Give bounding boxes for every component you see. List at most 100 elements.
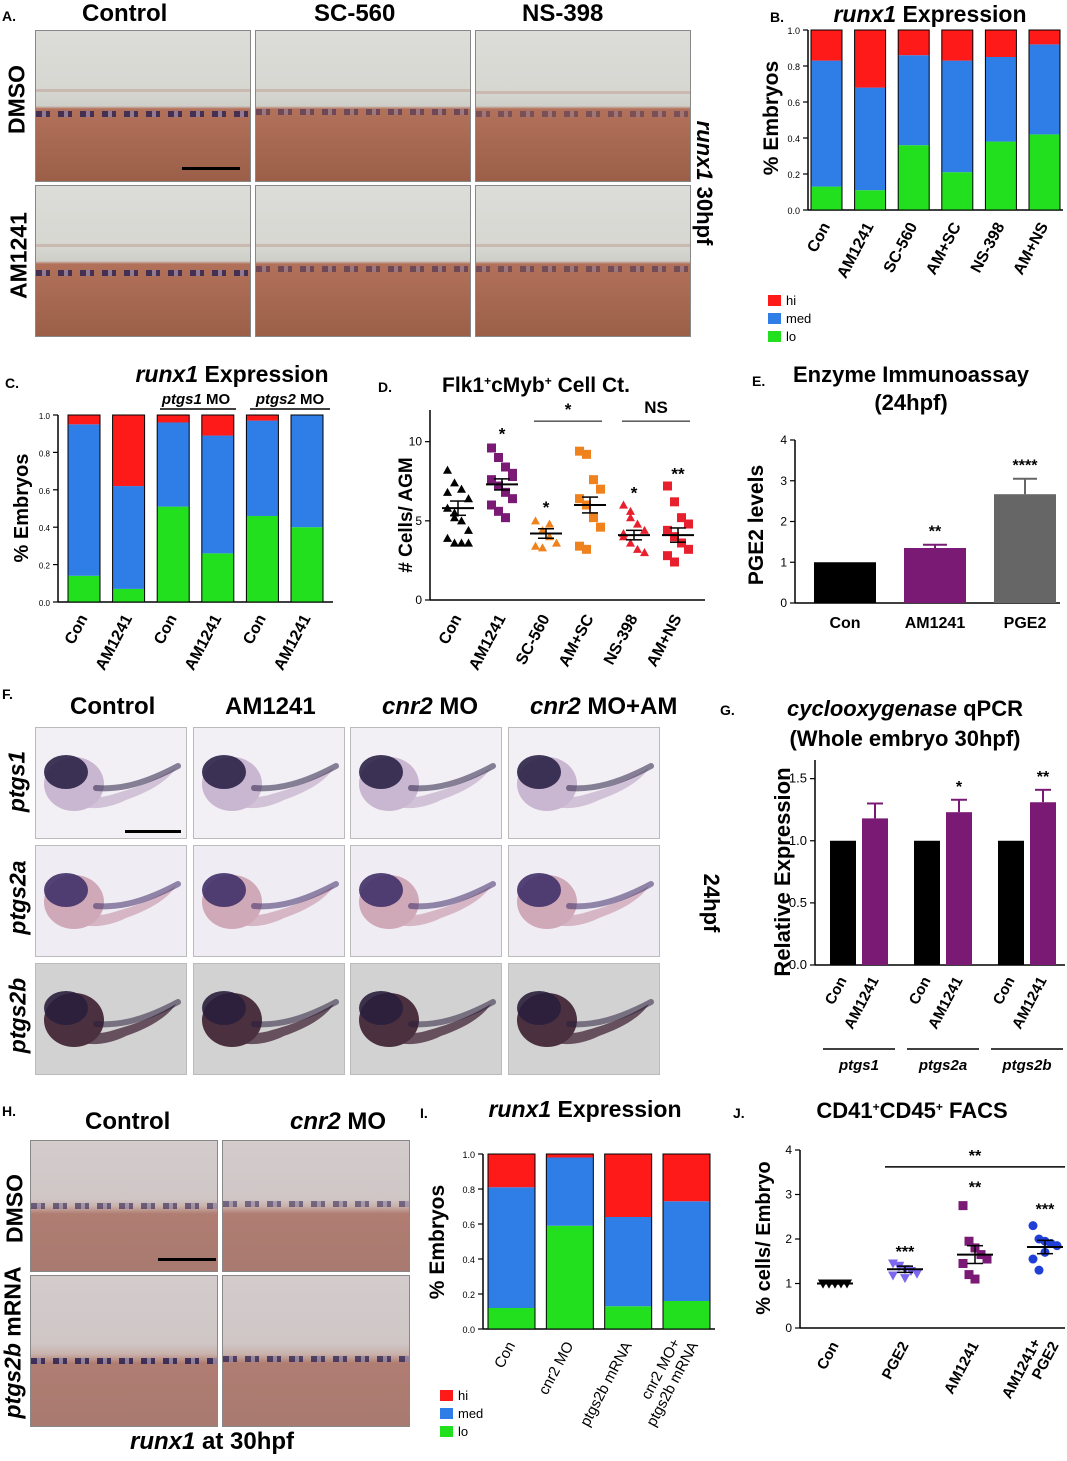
annotation-g: ** [1037, 769, 1050, 786]
chart-title-j-part: CD41 [816, 1098, 872, 1123]
data-point-d [677, 538, 686, 548]
panel-a-col-ns398: NS-398 [522, 0, 604, 27]
annotation-d: ** [671, 465, 685, 484]
panel-label-h: H. [2, 1103, 16, 1119]
data-point-d [626, 513, 635, 522]
y-tick-label-b: 0.2 [787, 170, 800, 180]
y-tick-label-e: 1 [780, 555, 787, 569]
x-tick-label-i: ptgs2b mRNA [577, 1339, 636, 1429]
bar-b-hi [941, 30, 973, 61]
data-point-j [958, 1258, 968, 1268]
data-point-d [538, 525, 547, 534]
x-tick-label-g: AM1241 [1009, 974, 1051, 1032]
data-point-j [824, 1279, 834, 1289]
data-point-d [633, 544, 642, 553]
bar-c-med [246, 420, 279, 516]
chart-title-g-italic: cyclooxygenase [787, 696, 957, 721]
data-point-d [443, 465, 452, 474]
bar-outline-c [67, 414, 101, 603]
x-tick-label-j: Con [814, 1339, 843, 1373]
data-point-d [589, 475, 598, 485]
x-tick-label-b: NS-398 [968, 220, 1009, 276]
chart-title-e-line2: (24hpf) [874, 390, 947, 415]
legend-label-i-med: med [458, 1406, 483, 1421]
data-point-d [640, 548, 649, 557]
bar-g [946, 812, 972, 965]
data-point-d [494, 481, 503, 491]
bar-g [1030, 802, 1056, 965]
panel-f-side-label: 24hpf [699, 873, 724, 933]
y-tick-label-b: 0.4 [787, 134, 800, 144]
data-point-d [501, 513, 510, 523]
x-tick-label-i: ptgs2b mRNA [643, 1339, 702, 1429]
annotation-j: *** [896, 1244, 915, 1261]
y-tick-label-i: 0.4 [462, 1255, 475, 1265]
bar-c-med [112, 486, 145, 589]
y-tick-label-c: 0.6 [39, 487, 51, 496]
chart-title-b-rest: Expression [896, 1, 1026, 27]
bar-g [998, 840, 1024, 965]
data-point-d [457, 516, 466, 525]
chart-title-b: runx1 Expression [833, 1, 1026, 27]
bar-outline-c [201, 414, 235, 603]
y-axis-label-e: PGE2 levels [745, 465, 768, 585]
bar-b-med [811, 60, 842, 187]
bar-c-lo [246, 515, 279, 602]
data-point-j [842, 1279, 852, 1289]
bar-i-hi [488, 1154, 535, 1188]
x-tick-label-e: PGE2 [1004, 615, 1047, 632]
panel-a-row-am1241: AM1241 [5, 212, 32, 299]
y-tick-label-i: 0.2 [462, 1290, 475, 1300]
chart-title-g-line2: (Whole embryo 30hpf) [789, 726, 1020, 751]
y-axis-label-j: % cells/ Embryo [753, 1161, 775, 1314]
data-point-d [582, 544, 591, 554]
data-point-d [531, 516, 540, 525]
panel-label-a: A. [2, 8, 16, 24]
panel-label-j: J. [733, 1105, 745, 1121]
data-point-d [508, 472, 517, 481]
x-tick-label-c: Con [151, 612, 181, 647]
panel-label-g: G. [720, 702, 735, 718]
annotation-d: * [499, 424, 506, 443]
bar-g [862, 818, 888, 965]
y-tick-label-j: 0 [785, 1321, 792, 1335]
x-tick-label-d: Con [436, 612, 466, 647]
x-tick-label-b: AM+SC [923, 220, 965, 278]
micrograph-a-dmso-control [35, 30, 251, 182]
micrograph-a-dmso-ns398 [475, 30, 691, 182]
bar-outline-c [112, 414, 146, 603]
data-point-d [677, 513, 686, 523]
bar-outline-b [1028, 29, 1061, 211]
bar-outline-i [545, 1153, 594, 1330]
data-point-d [443, 503, 452, 512]
data-point-j [900, 1274, 910, 1284]
y-tick-label-c: 0.4 [39, 524, 51, 533]
data-point-d [464, 494, 473, 503]
data-point-j [976, 1250, 986, 1260]
data-point-j [1034, 1234, 1044, 1244]
y-tick-label-j: 4 [785, 1143, 792, 1157]
x-tick-label-g: AM1241 [925, 974, 967, 1032]
scale-bar-h [158, 1258, 216, 1261]
data-point-j [818, 1279, 828, 1289]
bar-b-lo [854, 190, 886, 210]
data-point-d [670, 532, 679, 542]
annotation-g: * [956, 779, 963, 796]
chart-title-d-3: cMyb [491, 374, 545, 397]
annotation-d: * [543, 498, 550, 517]
data-point-j [1052, 1241, 1062, 1251]
bar-c-med [291, 415, 323, 528]
chart-title-c-italic: runx1 [135, 361, 198, 387]
legend-swatch-b-med [768, 313, 781, 324]
panel-h-col-control: Control [85, 1108, 171, 1135]
data-point-d [443, 533, 452, 542]
bar-i-lo [488, 1308, 535, 1329]
x-tick-label-d: NS-398 [601, 612, 642, 668]
data-point-d [538, 543, 547, 552]
embryo-image-r2-c1 [35, 845, 187, 957]
embryo-image-r1-c2 [193, 727, 345, 839]
data-point-j [836, 1279, 846, 1289]
y-tick-label-d: 5 [415, 514, 422, 528]
chart-title-g-line1: cyclooxygenase qPCR [787, 696, 1023, 721]
legend-label-i-lo: lo [458, 1424, 468, 1439]
